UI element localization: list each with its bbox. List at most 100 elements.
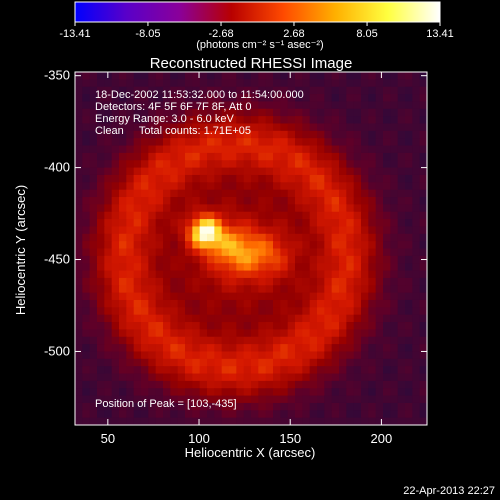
heatmap-cell xyxy=(346,248,355,257)
heatmap-cell xyxy=(243,351,252,360)
heatmap-cell xyxy=(185,285,193,294)
heatmap-cell xyxy=(207,270,215,279)
heatmap-cell xyxy=(397,101,406,110)
heatmap-cell xyxy=(375,344,384,353)
heatmap-cell xyxy=(170,285,179,294)
heatmap-cell xyxy=(119,351,127,360)
heatmap-cell xyxy=(368,336,377,345)
heatmap-cell xyxy=(207,189,215,198)
heatmap-cell xyxy=(141,241,149,250)
heatmap-cell xyxy=(104,322,113,330)
heatmap-cell xyxy=(346,314,355,323)
heatmap-cell xyxy=(383,130,391,139)
heatmap-cell xyxy=(339,388,347,397)
heatmap-cell xyxy=(412,138,421,147)
heatmap-cell xyxy=(119,211,127,220)
heatmap-cell xyxy=(383,86,391,95)
heatmap-cell xyxy=(82,86,91,95)
heatmap-cell xyxy=(236,152,245,161)
heatmap-cell xyxy=(324,226,333,235)
heatmap-cell xyxy=(126,79,135,88)
heatmap-cell xyxy=(273,299,281,308)
heatmap-cell xyxy=(192,285,201,294)
heatmap-cell xyxy=(368,108,377,117)
heatmap-cell xyxy=(251,402,259,411)
heatmap-cell xyxy=(361,388,369,397)
heatmap-cell xyxy=(229,145,237,154)
heatmap-cell xyxy=(361,417,369,425)
heatmap-cell xyxy=(97,219,105,228)
heatmap-cell xyxy=(331,204,340,213)
heatmap-cell xyxy=(214,152,223,161)
heatmap-cell xyxy=(155,160,164,169)
heatmap-cell xyxy=(82,351,91,360)
heatmap-cell xyxy=(170,417,179,425)
heatmap-cell xyxy=(280,241,289,250)
heatmap-cell xyxy=(82,336,91,345)
heatmap-cell xyxy=(141,86,149,95)
heatmap-cell xyxy=(383,219,391,228)
heatmap-cell xyxy=(390,402,399,411)
heatmap-cell xyxy=(119,116,127,125)
heatmap-cell xyxy=(368,219,377,228)
heatmap-cell xyxy=(133,373,142,382)
heatmap-cell xyxy=(199,322,208,330)
heatmap-cell xyxy=(229,395,237,404)
heatmap-cell xyxy=(133,248,142,257)
heatmap-cell xyxy=(229,189,237,198)
heatmap-cell xyxy=(419,402,427,411)
heatmap-cell xyxy=(302,197,311,205)
heatmap-cell xyxy=(104,79,113,88)
heatmap-cell xyxy=(89,101,98,110)
heatmap-cell xyxy=(155,366,164,375)
heatmap-cell xyxy=(243,322,252,330)
heatmap-cell xyxy=(302,138,311,147)
heatmap-cell xyxy=(75,130,83,139)
heatmap-cell xyxy=(148,314,157,323)
heatmap-cell xyxy=(397,79,406,88)
heatmap-cell xyxy=(199,395,208,404)
heatmap-cell xyxy=(155,174,164,183)
heatmap-cell xyxy=(273,395,281,404)
heatmap-cell xyxy=(368,344,377,353)
heatmap-cell xyxy=(141,336,149,345)
heatmap-cell xyxy=(89,255,98,264)
heatmap-cell xyxy=(214,101,223,110)
heatmap-cell xyxy=(207,182,215,191)
heatmap-cell xyxy=(419,314,427,323)
heatmap-cell xyxy=(331,388,340,397)
heatmap-cell xyxy=(199,255,208,264)
heatmap-cell xyxy=(265,292,274,301)
heatmap-cell xyxy=(111,395,120,404)
heatmap-cell xyxy=(163,174,171,183)
heatmap-cell xyxy=(383,285,391,294)
heatmap-cell xyxy=(163,152,171,161)
heatmap-cell xyxy=(375,395,384,404)
heatmap-cell xyxy=(331,336,340,345)
heatmap-cell xyxy=(192,263,201,272)
heatmap-cell xyxy=(141,233,149,242)
colorbar-tick-label: -2.68 xyxy=(208,28,233,40)
x-axis-ticks: 50 100 150 200 xyxy=(101,72,392,446)
annotation-detectors: Detectors: 4F 5F 6F 7F 8F, Att 0 xyxy=(95,101,252,113)
heatmap-cell xyxy=(419,145,427,154)
heatmap-cell xyxy=(287,292,296,301)
heatmap-cell xyxy=(375,182,384,191)
heatmap-cell xyxy=(89,351,98,360)
heatmap-cell xyxy=(126,270,135,279)
heatmap-cell xyxy=(339,94,347,103)
heatmap-cell xyxy=(419,366,427,375)
heatmap-cell xyxy=(390,182,399,191)
colorbar-unit-label: (photons cm⁻² s⁻¹ asec⁻²) xyxy=(196,39,323,51)
heatmap-cell xyxy=(133,417,142,425)
heatmap-cell xyxy=(111,307,120,316)
heatmap-cell xyxy=(133,123,142,132)
heatmap-cell xyxy=(390,314,399,323)
heatmap-cell xyxy=(214,219,223,228)
heatmap-cell xyxy=(302,189,311,198)
heatmap-cell xyxy=(397,145,406,154)
heatmap-cell xyxy=(324,130,333,139)
heatmap-cell xyxy=(75,211,83,220)
heatmap-cell xyxy=(405,72,413,80)
heatmap-cell xyxy=(243,101,252,110)
